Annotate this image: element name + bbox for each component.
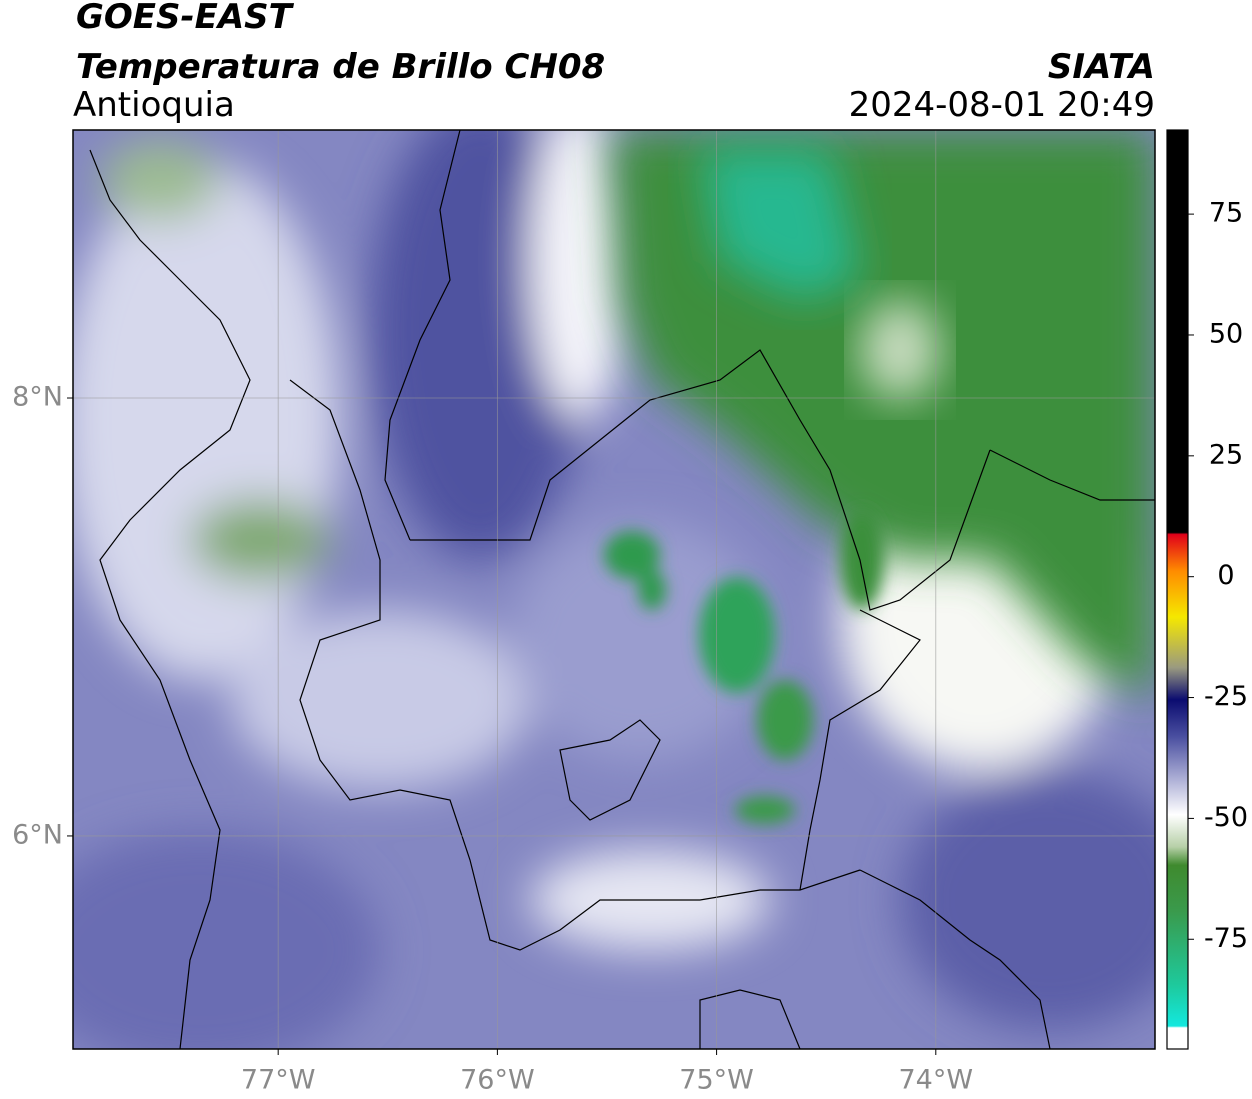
satellite-image bbox=[73, 130, 1155, 1049]
region-label: Antioquia bbox=[73, 85, 235, 125]
colorbar-tick-label: 0 bbox=[1217, 560, 1234, 591]
colorbar bbox=[1166, 129, 1189, 1050]
x-tick-label: 75°W bbox=[679, 1065, 754, 1096]
y-tick-label: 6°N bbox=[12, 819, 63, 850]
colorbar-tick-label: -50 bbox=[1204, 802, 1248, 833]
map-frame bbox=[72, 129, 1156, 1050]
colorbar-tick-label: 25 bbox=[1209, 439, 1243, 470]
x-tick-label: 77°W bbox=[241, 1065, 316, 1096]
colorbar-tick-label: 75 bbox=[1209, 198, 1243, 229]
y-tick-label: 8°N bbox=[12, 382, 63, 413]
subtitle: Temperatura de Brillo CH08 bbox=[76, 47, 605, 87]
colorbar-tick-label: -25 bbox=[1204, 681, 1248, 712]
timestamp: 2024-08-01 20:49 bbox=[849, 85, 1155, 125]
colorbar-tick-label: -75 bbox=[1204, 923, 1248, 954]
x-tick-label: 74°W bbox=[899, 1065, 974, 1096]
x-tick-label: 76°W bbox=[460, 1065, 535, 1096]
colorbar-tick-label: 50 bbox=[1209, 318, 1243, 349]
title: GOES-EAST bbox=[76, 0, 295, 37]
source-label: SIATA bbox=[1048, 47, 1155, 87]
